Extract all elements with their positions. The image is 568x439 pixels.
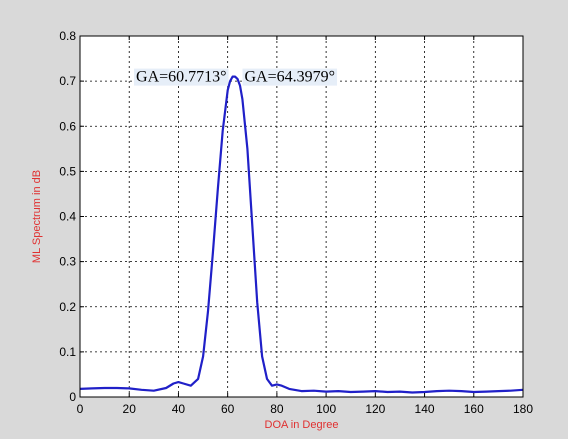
x-tick-label: 120 <box>365 402 385 416</box>
x-tick-label: 80 <box>270 402 284 416</box>
y-axis-label: ML Spectrum in dB <box>31 170 43 263</box>
x-tick-label: 100 <box>316 402 336 416</box>
annotation-background <box>134 68 229 86</box>
x-axis-label: DOA in Degree <box>265 419 339 431</box>
annotation-label: GA=60.7713° <box>136 69 227 86</box>
y-tick-label: 0.8 <box>59 29 76 43</box>
series-line <box>79 75 524 394</box>
x-tick-label: 0 <box>77 402 84 416</box>
y-tick-label: 0.4 <box>59 210 76 224</box>
annotation-background <box>242 68 338 86</box>
y-tick-label: 0.3 <box>59 255 76 269</box>
x-tick-label: 60 <box>221 402 235 416</box>
x-tick-label: 180 <box>513 402 533 416</box>
annotation-backgrounds <box>134 68 338 86</box>
y-tick-label: 0.1 <box>59 345 76 359</box>
x-tick-label: 40 <box>172 402 186 416</box>
y-tick-label: 0.6 <box>59 119 76 133</box>
annotations: GA=60.7713° GA=64.3979° <box>136 69 335 86</box>
y-tick-label: 0.7 <box>59 74 76 88</box>
x-tick-label: 140 <box>415 402 435 416</box>
x-ticks: 0 20 40 60 80 100 120 140 160 180 <box>77 36 533 416</box>
y-tick-label: 0 <box>69 390 76 404</box>
y-tick-label: 0.5 <box>59 164 76 178</box>
y-ticks: 0 0.1 0.2 0.3 0.4 0.5 0.6 0.7 0.8 <box>59 29 523 404</box>
annotation-label: GA=64.3979° <box>244 69 335 86</box>
x-tick-label: 160 <box>464 402 484 416</box>
x-tick-label: 20 <box>123 402 137 416</box>
y-tick-label: 0.2 <box>59 300 76 314</box>
